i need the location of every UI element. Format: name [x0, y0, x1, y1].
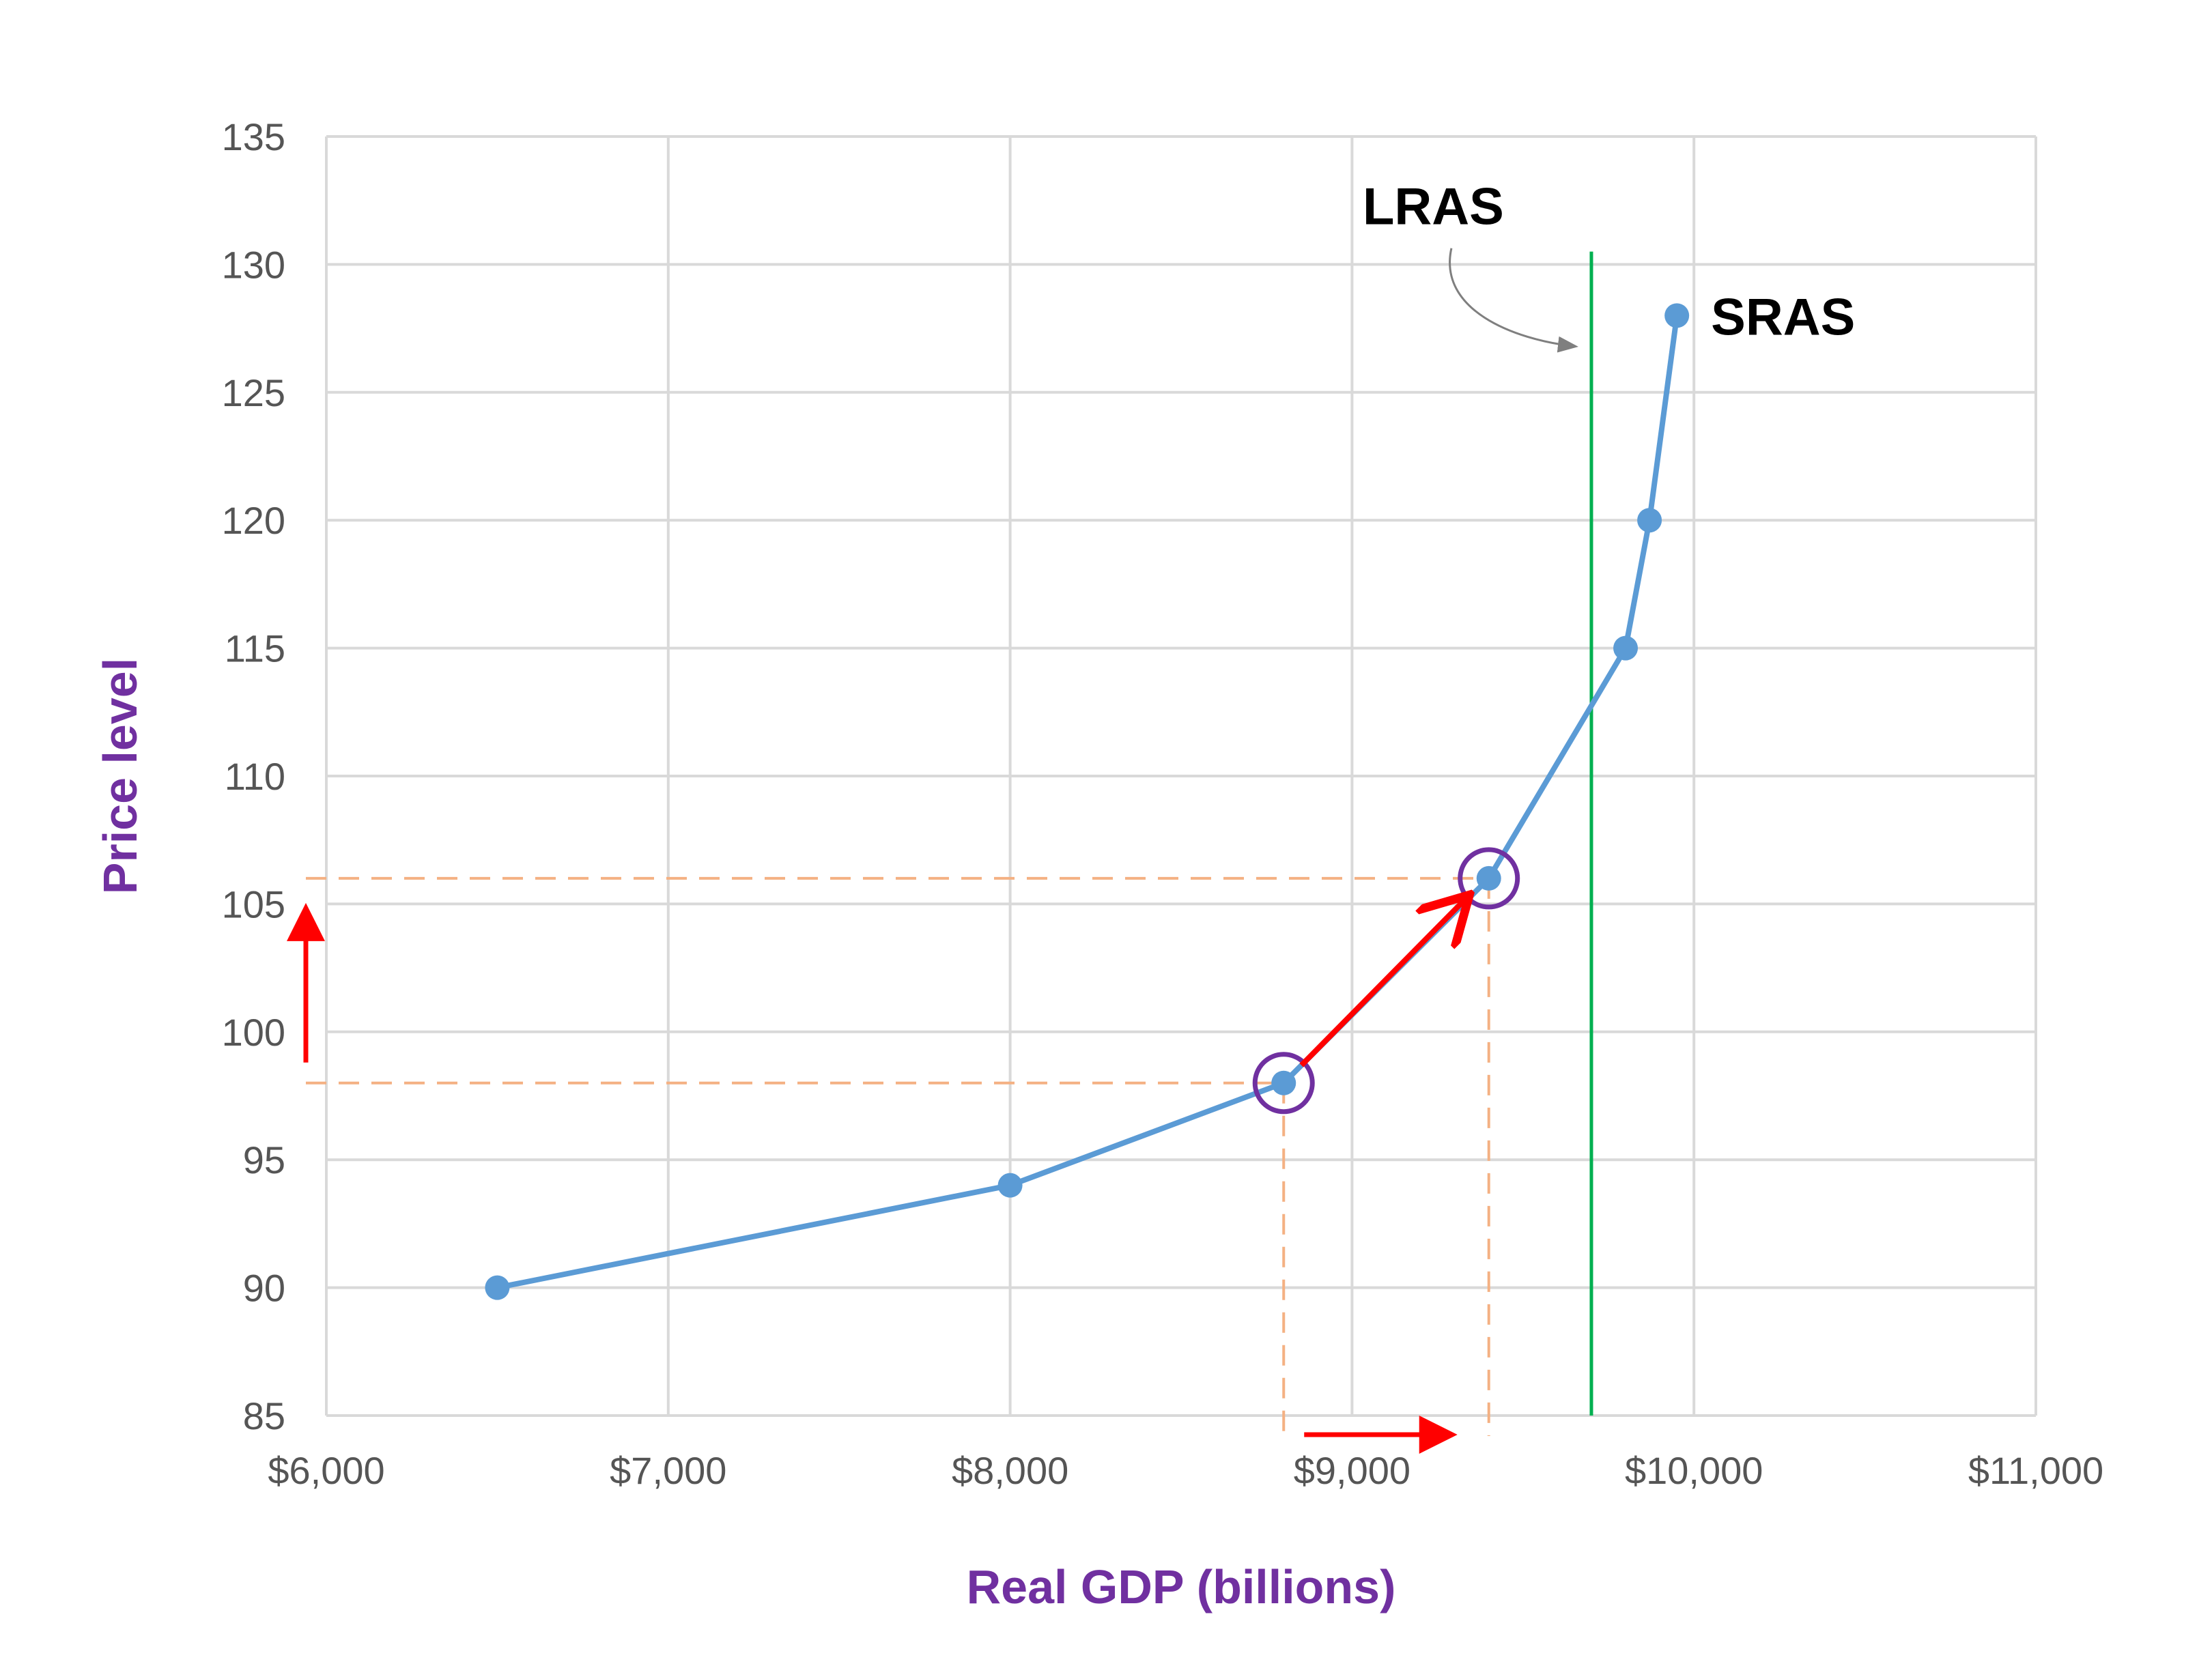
- movement-arrow: [1299, 899, 1465, 1067]
- x-tick-label: $11,000: [1968, 1449, 2103, 1492]
- sras-data-point: [1613, 635, 1639, 661]
- y-tick-label: 100: [222, 1011, 285, 1054]
- guide-lines: [306, 876, 1490, 1436]
- y-tick-label: 90: [243, 1267, 285, 1310]
- y-tick-label: 115: [225, 627, 285, 670]
- x-axis-title: Real GDP (billions): [967, 1560, 1396, 1613]
- y-tick-label: 110: [225, 755, 285, 798]
- sras-label: SRAS: [1711, 288, 1855, 346]
- y-tick-label: 125: [222, 371, 285, 414]
- y-tick-label: 105: [222, 882, 285, 925]
- y-tick-label: 120: [222, 499, 285, 542]
- y-tick-label: 85: [243, 1394, 285, 1437]
- sras-data-point: [997, 1173, 1023, 1198]
- x-tick-label: $7,000: [610, 1449, 726, 1492]
- y-axis-title: Price level: [94, 658, 147, 894]
- x-tick-label: $9,000: [1294, 1449, 1410, 1492]
- grid: [325, 135, 2037, 1417]
- x-tick-label: $10,000: [1625, 1449, 1763, 1492]
- sras-data-point: [1664, 303, 1690, 328]
- sras-data-point: [1637, 508, 1662, 533]
- series-layer: [485, 303, 1690, 1300]
- lras-label-arrow: [1449, 248, 1578, 353]
- shift-arrows: [287, 899, 1466, 1454]
- y-tick-label: 95: [243, 1138, 285, 1181]
- y-tick-label: 130: [222, 243, 285, 286]
- sras-line: [496, 315, 1680, 1291]
- x-tick-label: $8,000: [952, 1449, 1068, 1492]
- highlight-layer: [1252, 847, 1520, 1115]
- x-tick-label: $6,000: [268, 1449, 384, 1492]
- sras-data-point: [1476, 865, 1501, 891]
- x-axis-ticks: $6,000 $7,000 $8,000 $9,000 $10,000 $11,000: [268, 1449, 2103, 1492]
- y-axis-ticks: 85 90 95 100 105 110 115 120 125 130 135: [222, 115, 285, 1437]
- lras-label: LRAS: [1363, 178, 1504, 236]
- highlight-circle: [1252, 1052, 1315, 1115]
- sras-data-point: [485, 1275, 510, 1300]
- highlight-circle: [1458, 847, 1520, 910]
- sras-data-point: [1271, 1070, 1296, 1095]
- y-tick-label: 135: [222, 115, 285, 158]
